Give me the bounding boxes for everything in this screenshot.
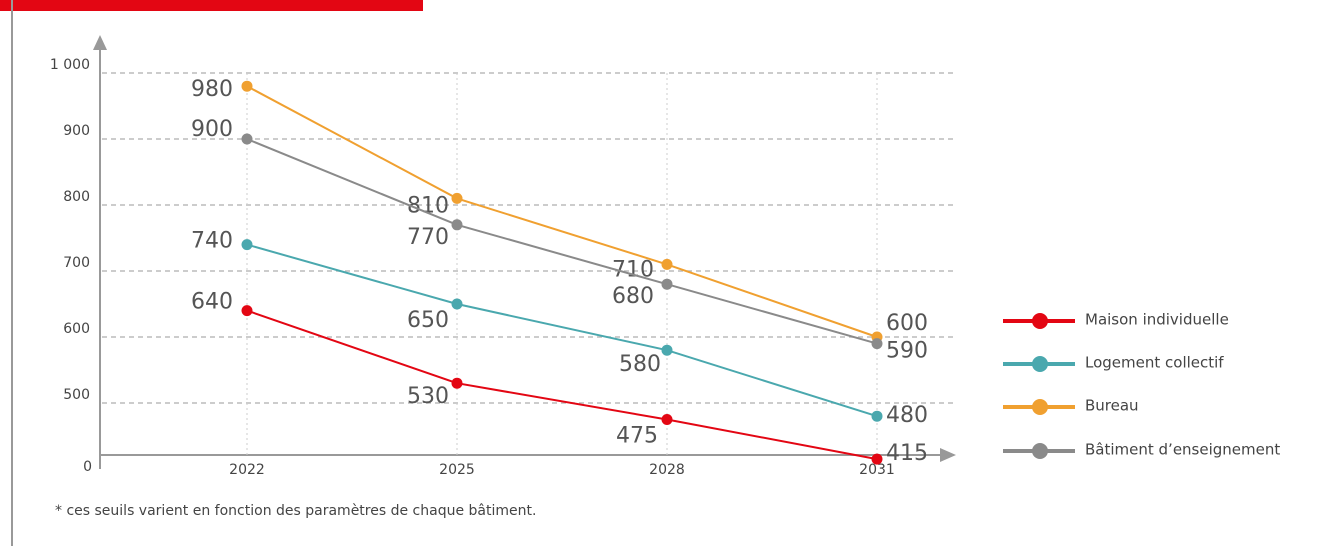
series-line	[246, 243, 878, 418]
x-tick-label: 2028	[649, 462, 685, 478]
value-label: 980	[191, 77, 233, 102]
y-tick-label: 0	[83, 459, 92, 475]
point	[661, 344, 673, 356]
legend-label: Bâtiment d’enseignement	[1085, 441, 1280, 459]
point	[871, 453, 883, 465]
footnote: * ces seuils varient en fonction des par…	[55, 503, 536, 519]
point	[871, 338, 883, 350]
value-label: 580	[619, 352, 661, 377]
y-tick-label: 800	[63, 189, 90, 205]
legend-dot	[1032, 356, 1048, 372]
value-label: 480	[886, 403, 928, 428]
point	[661, 414, 673, 425]
legend-dot	[1032, 313, 1048, 329]
legend-label: Maison individuelle	[1085, 311, 1229, 329]
point	[451, 192, 463, 204]
point	[241, 133, 253, 145]
value-label: 740	[191, 229, 233, 254]
x-tick-label: 2031	[859, 462, 895, 478]
y-tick-label: 1 000	[50, 57, 90, 73]
legend-label: Bureau	[1085, 397, 1139, 415]
value-label: 590	[886, 339, 928, 364]
series-line	[246, 85, 878, 338]
value-label: 810	[407, 193, 449, 218]
point	[871, 410, 883, 422]
point	[241, 80, 253, 92]
value-label: 770	[407, 225, 449, 250]
legend-dot	[1032, 399, 1048, 415]
value-label: 900	[191, 117, 233, 142]
point	[241, 239, 253, 251]
point	[661, 278, 673, 290]
value-label: 640	[191, 290, 233, 315]
point	[451, 298, 463, 310]
value-label: 415	[886, 441, 928, 466]
value-label: 680	[612, 284, 654, 309]
x-arrow	[940, 448, 956, 462]
legend-dot	[1032, 443, 1048, 459]
value-label: 650	[407, 308, 449, 333]
point	[661, 258, 673, 270]
point	[451, 219, 463, 231]
y-tick-label: 700	[63, 255, 90, 271]
header-bar	[0, 0, 423, 11]
point	[451, 377, 463, 389]
x-tick-label: 2022	[229, 462, 265, 478]
x-tick-label: 2025	[439, 462, 475, 478]
y-tick-label: 600	[63, 321, 90, 337]
y-tick-label: 900	[63, 123, 90, 139]
y-arrow	[93, 35, 107, 50]
legend-label: Logement collectif	[1085, 354, 1224, 372]
value-label: 600	[886, 311, 928, 336]
y-tick-label: 500	[63, 387, 90, 403]
value-label: 530	[407, 384, 449, 409]
point	[241, 305, 253, 317]
value-label: 475	[616, 424, 658, 449]
series-line	[246, 138, 878, 345]
series-line	[246, 309, 878, 461]
